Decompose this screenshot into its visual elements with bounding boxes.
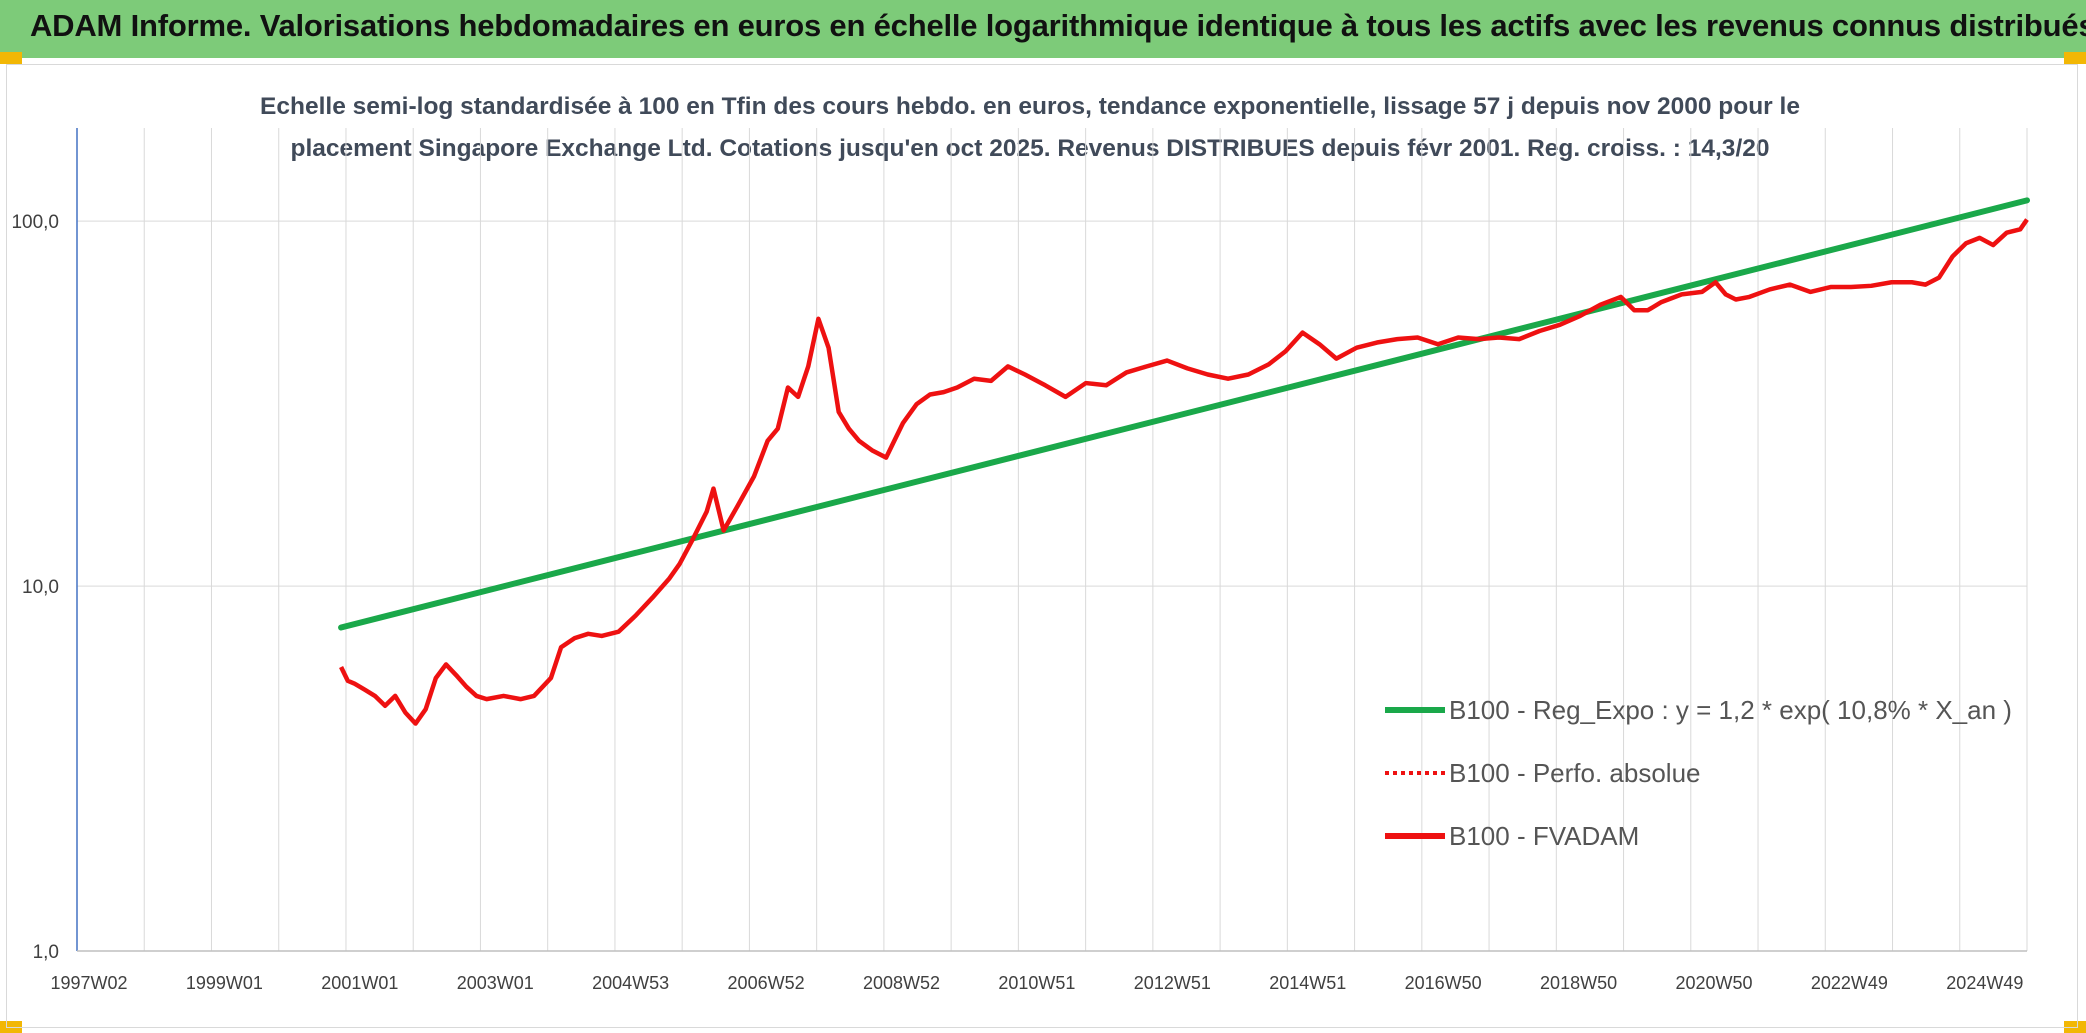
legend-label: B100 - Perfo. absolue — [1449, 758, 1701, 788]
x-tick-label: 1997W02 — [50, 973, 127, 993]
chart-frame — [6, 64, 2078, 1028]
x-tick-label: 2006W52 — [728, 973, 805, 993]
legend: B100 - Reg_Expo : y = 1,2 * exp( 10,8% *… — [1385, 695, 2012, 851]
legend-label: B100 - Reg_Expo : y = 1,2 * exp( 10,8% *… — [1449, 695, 2012, 725]
series-fvadam-line — [339, 218, 2029, 726]
chart-title-line-1: Echelle semi-log standardisée à 100 en T… — [260, 93, 1800, 120]
corner-marker — [2064, 52, 2086, 64]
x-tick-label: 2018W50 — [1540, 973, 1617, 993]
chart-title: Echelle semi-log standardisée à 100 en T… — [150, 86, 1910, 170]
chart-title-line-2: placement Singapore Exchange Ltd. Cotati… — [290, 135, 1770, 162]
x-tick-label: 2024W49 — [1946, 973, 2023, 993]
series-group — [338, 197, 2030, 726]
x-tick-label: 2008W52 — [863, 973, 940, 993]
x-tick-label: 2014W51 — [1269, 973, 1346, 993]
x-tick-label: 2016W50 — [1405, 973, 1482, 993]
x-tick-label: 1999W01 — [186, 973, 263, 993]
x-tick-label: 2022W49 — [1811, 973, 1888, 993]
y-tick-label: 100,0 — [11, 212, 59, 233]
x-tick-label: 2012W51 — [1134, 973, 1211, 993]
grid — [77, 128, 2028, 952]
y-tick-label: 10,0 — [22, 577, 59, 598]
x-tick-label: 2020W50 — [1675, 973, 1752, 993]
series-reg-expo-line — [338, 197, 2030, 631]
legend-label: B100 - FVADAM — [1449, 821, 1639, 851]
x-tick-label: 2010W51 — [998, 973, 1075, 993]
header-bar: ADAM Informe. Valorisations hebdomadaire… — [0, 0, 2086, 58]
x-tick-label: 2001W01 — [321, 973, 398, 993]
x-tick-label: 2004W53 — [592, 973, 669, 993]
axes: 100,0 10,0 1,0 1997W02 1999W01 2001W01 2003W01… — [11, 128, 2027, 993]
x-tick-label: 2003W01 — [457, 973, 534, 993]
y-tick-label: 1,0 — [33, 942, 59, 963]
corner-marker — [0, 52, 22, 64]
page-title: ADAM Informe. Valorisations hebdomadaire… — [30, 8, 2086, 43]
